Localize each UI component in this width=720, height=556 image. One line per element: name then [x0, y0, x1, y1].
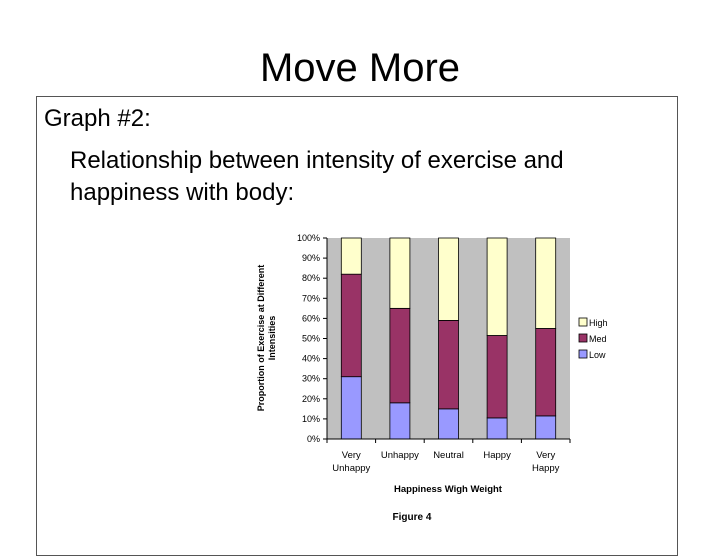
- y-tick-label: 40%: [302, 354, 320, 364]
- legend-label-med: Med: [589, 334, 607, 344]
- bar-segment-low: [389, 402, 411, 440]
- y-axis-title: Proportion of Exercise at DifferentInten…: [256, 265, 277, 412]
- x-category-label: Unhappy: [332, 463, 370, 474]
- bar-segment-high: [389, 237, 411, 309]
- y-tick-label: 100%: [297, 233, 320, 243]
- bar-segment-high: [438, 237, 459, 321]
- x-axis-title: Happiness Wigh Weight: [394, 484, 503, 495]
- y-tick-label: 10%: [302, 414, 320, 424]
- legend-swatch-low: [578, 349, 588, 359]
- figure-caption: Figure 4: [393, 512, 432, 523]
- y-axis-ticks: [323, 237, 327, 440]
- y-tick-label: 80%: [302, 273, 320, 283]
- y-tick-label: 0%: [307, 434, 320, 444]
- bar-segment-low: [340, 376, 362, 440]
- x-category-label: Happy: [483, 450, 511, 461]
- bar-segment-low: [438, 408, 459, 440]
- y-tick-label: 60%: [302, 313, 320, 323]
- x-category-labels: Very Unhappy Unhappy Neutral Happy Very Happy: [332, 450, 559, 474]
- bar-segment-med: [535, 328, 557, 417]
- legend-label-low: Low: [589, 350, 606, 360]
- bar-segment-high: [340, 237, 362, 275]
- x-category-label: Unhappy: [381, 450, 419, 461]
- y-axis-title-line: Intensities: [267, 316, 277, 361]
- x-category-label: Happy: [532, 463, 560, 474]
- bar-segment-med: [486, 335, 508, 419]
- x-category-label: Very: [536, 450, 555, 461]
- y-tick-label: 20%: [302, 394, 320, 404]
- bar-segment-med: [438, 320, 459, 410]
- y-tick-label: 70%: [302, 293, 320, 303]
- y-axis-title-line: Proportion of Exercise at Different: [256, 265, 266, 412]
- y-tick-label: 90%: [302, 253, 320, 263]
- y-tick-label: 30%: [302, 374, 320, 384]
- bar-segment-low: [535, 415, 557, 440]
- legend-swatch-high: [578, 317, 588, 327]
- bar-segment-low: [486, 417, 508, 440]
- bar-segment-med: [389, 307, 411, 404]
- graph-description: Relationship between intensity of exerci…: [70, 147, 564, 206]
- legend: High Med Low: [575, 312, 611, 364]
- x-category-label: Very: [342, 450, 361, 461]
- graph-heading: Graph #2:: [44, 105, 151, 132]
- x-axis-ticks: [326, 439, 571, 443]
- x-category-label: Neutral: [433, 450, 464, 461]
- y-tick-label: 50%: [302, 334, 320, 344]
- y-tick-labels: 0% 10% 20% 30% 40% 50% 60% 70% 80% 90% 100%: [297, 233, 320, 444]
- stacked-bar-chart: 0% 10% 20% 30% 40% 50% 60% 70% 80% 90% 100% Very Un…: [256, 233, 611, 523]
- legend-label-high: High: [589, 318, 608, 328]
- slide-title: Move More: [259, 46, 461, 90]
- legend-swatch-med: [578, 333, 588, 343]
- bar-segment-high: [535, 237, 557, 329]
- bar-segment-med: [340, 273, 362, 378]
- bars: [340, 237, 557, 440]
- bar-segment-high: [486, 237, 508, 336]
